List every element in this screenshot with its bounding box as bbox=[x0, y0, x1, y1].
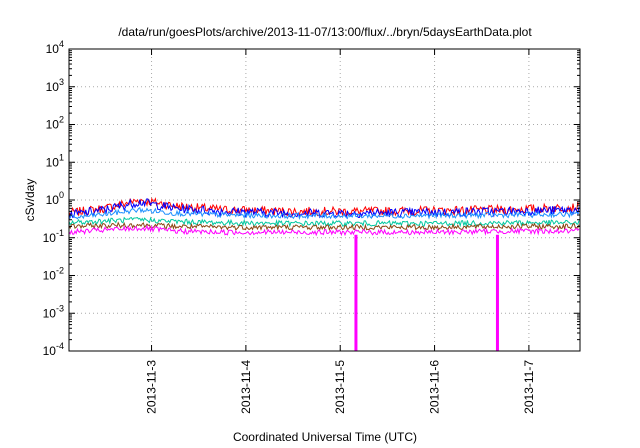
x-tick-labels: 2013-11-3 2013-11-4 2013-11-5 2013-11-6 2013… bbox=[145, 360, 536, 414]
x-tick-label: 2013-11-5 bbox=[333, 360, 347, 414]
y-tick-label: 10-2 bbox=[43, 266, 64, 283]
y-tick-label: 104 bbox=[46, 39, 64, 56]
y-tick-label: 10-4 bbox=[43, 341, 64, 358]
series-line bbox=[68, 224, 580, 237]
series-line bbox=[68, 206, 580, 221]
y-tick-label: 100 bbox=[46, 190, 64, 207]
y-tick-label: 10-1 bbox=[43, 228, 64, 245]
y-tick-label: 103 bbox=[46, 77, 64, 94]
grid bbox=[69, 49, 580, 351]
series-line bbox=[68, 221, 580, 232]
series-line bbox=[68, 216, 580, 228]
y-tick-labels: 10-4 10-3 10-2 10-1 100 101 102 103 104 bbox=[43, 39, 64, 358]
x-axis-title: Coordinated Universal Time (UTC) bbox=[233, 430, 417, 444]
x-tick-label: 2013-11-4 bbox=[239, 360, 253, 414]
x-tick-label: 2013-11-6 bbox=[428, 360, 442, 414]
series-layer bbox=[68, 197, 580, 351]
chart-title: /data/run/goesPlots/archive/2013-11-07/1… bbox=[118, 25, 532, 39]
y-tick-label: 102 bbox=[46, 115, 64, 132]
y-tick-label: 101 bbox=[46, 152, 64, 169]
x-tick-label: 2013-11-7 bbox=[522, 360, 536, 414]
x-tick-label: 2013-11-3 bbox=[145, 360, 159, 414]
y-axis-title: cSv/day bbox=[23, 179, 37, 222]
ticks bbox=[69, 48, 580, 352]
y-tick-label: 10-3 bbox=[43, 303, 64, 320]
